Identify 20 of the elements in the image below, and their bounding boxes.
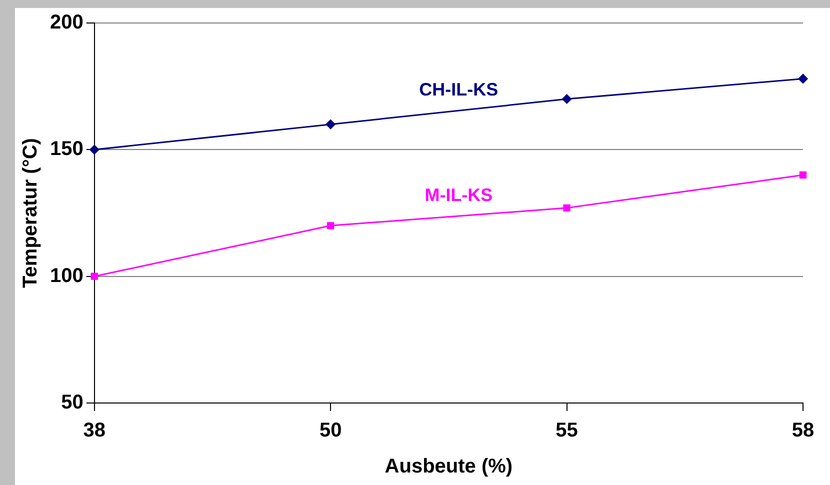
series-label: M-IL-KS	[424, 184, 493, 205]
point	[327, 222, 334, 230]
y-tick-label: 200	[50, 12, 84, 34]
point	[799, 171, 807, 179]
point	[563, 204, 570, 212]
x-tick-label: 38	[83, 420, 106, 442]
point	[90, 144, 100, 154]
x-tick-label: 58	[792, 420, 814, 442]
point	[798, 74, 808, 84]
series-label: CH-IL-KS	[419, 80, 498, 100]
x-tick-label: 50	[319, 420, 342, 442]
y-tick-label: 150	[50, 138, 84, 160]
point	[90, 272, 98, 280]
x-tick-label: 55	[556, 420, 578, 442]
point	[562, 94, 572, 104]
y-tick-label: 50	[61, 392, 84, 414]
y-tick-label: 100	[50, 264, 84, 287]
y-axis-title: Temperatur (°C)	[20, 138, 42, 288]
point	[326, 120, 336, 130]
x-axis-title: Ausbeute (%)	[384, 456, 513, 478]
